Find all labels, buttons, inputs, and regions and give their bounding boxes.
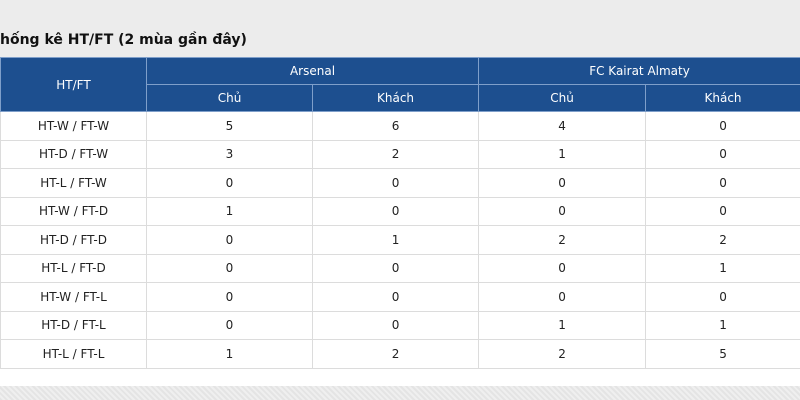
data-row: HT-L / FT-L 1 2 2 5: [0, 339, 800, 369]
row-label: HT-W / FT-W: [0, 111, 147, 141]
cell: 0: [478, 282, 647, 312]
cell: 0: [146, 310, 313, 340]
cell: 5: [645, 339, 800, 369]
subheader: Khách: [645, 84, 800, 112]
table-body: HT-W / FT-W 5 6 4 0 HT-D / FT-W 3 2 1 0 HT-L / FT-…: [0, 111, 800, 369]
subheader-row: Chủ Khách Chủ Khách: [1, 84, 800, 112]
cell: 6: [311, 111, 480, 141]
cell: 1: [645, 253, 800, 283]
row-label: HT-D / FT-D: [0, 225, 147, 255]
cell: 0: [146, 282, 313, 312]
subheader: Khách: [311, 84, 480, 112]
row-label: HT-D / FT-W: [0, 139, 147, 169]
cell: 1: [478, 139, 647, 169]
cell: 3: [146, 139, 313, 169]
row-label: HT-L / FT-W: [0, 168, 147, 198]
subheader: Chủ: [146, 84, 313, 112]
table-head: HT/FT Arsenal FC Kairat Almaty Chủ Khách Chủ K…: [0, 57, 800, 112]
cell: 1: [146, 339, 313, 369]
cell: 0: [645, 168, 800, 198]
cell: 5: [146, 111, 313, 141]
row-label: HT-D / FT-L: [0, 310, 147, 340]
cell: 0: [645, 139, 800, 169]
cell: 0: [478, 196, 647, 226]
footer-strip: [0, 386, 800, 400]
cell: 0: [311, 168, 480, 198]
cell: 0: [478, 253, 647, 283]
cell: 0: [645, 282, 800, 312]
stats-table: HT/FT Arsenal FC Kairat Almaty Chủ Khách Chủ K…: [0, 57, 800, 369]
row-label: HT-L / FT-L: [0, 339, 147, 369]
cell: 0: [311, 253, 480, 283]
cell: 0: [146, 225, 313, 255]
cell: 1: [146, 196, 313, 226]
header-row: HT/FT Arsenal FC Kairat Almaty: [0, 57, 800, 112]
data-row: HT-W / FT-W 5 6 4 0: [0, 111, 800, 141]
cell: 2: [478, 225, 647, 255]
team-header: FC Kairat Almaty: [478, 57, 800, 85]
cell: 0: [478, 168, 647, 198]
cell: 0: [146, 168, 313, 198]
cell: 2: [478, 339, 647, 369]
data-row: HT-W / FT-L 0 0 0 0: [0, 282, 800, 312]
cell: 1: [311, 225, 480, 255]
cell: 1: [645, 310, 800, 340]
data-row: HT-L / FT-W 0 0 0 0: [0, 168, 800, 198]
cell: 2: [311, 339, 480, 369]
cell: 2: [311, 139, 480, 169]
title-bar: hống kê HT/FT (2 mùa gần đây): [0, 0, 800, 57]
team-header: Arsenal: [145, 57, 480, 85]
cell: 0: [146, 253, 313, 283]
row-label: HT-L / FT-D: [0, 253, 147, 283]
cell: 0: [311, 196, 480, 226]
cell: 0: [311, 310, 480, 340]
row-label: HT-W / FT-L: [0, 282, 147, 312]
cell: 2: [645, 225, 800, 255]
data-row: HT-D / FT-L 0 0 1 1: [0, 310, 800, 340]
data-row: HT-D / FT-D 0 1 2 2: [0, 225, 800, 255]
data-row: HT-L / FT-D 0 0 0 1: [0, 253, 800, 283]
cell: 0: [311, 282, 480, 312]
cell: 4: [478, 111, 647, 141]
data-row: HT-D / FT-W 3 2 1 0: [0, 139, 800, 169]
corner-header: HT/FT: [0, 57, 147, 112]
section-title: hống kê HT/FT (2 mùa gần đây): [0, 32, 247, 48]
subheader: Chủ: [478, 84, 647, 112]
cell: 0: [645, 111, 800, 141]
data-row: HT-W / FT-D 1 0 0 0: [0, 196, 800, 226]
row-label: HT-W / FT-D: [0, 196, 147, 226]
cell: 1: [478, 310, 647, 340]
cell: 0: [645, 196, 800, 226]
